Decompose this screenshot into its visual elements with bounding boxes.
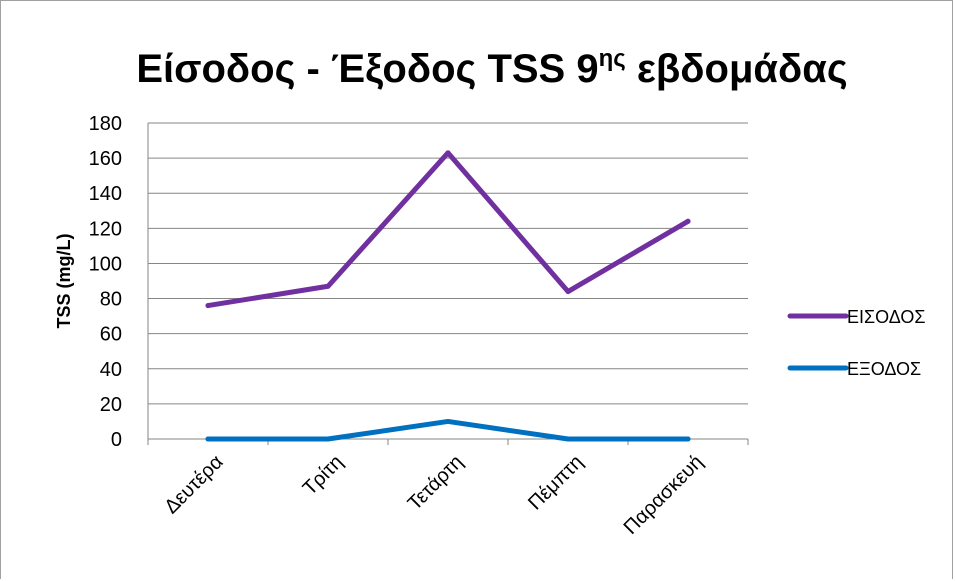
y-tick-label: 120 — [89, 218, 122, 240]
legend-label: ΕΞΟΔΟΣ — [847, 359, 921, 379]
data-point — [685, 218, 691, 224]
data-point — [325, 436, 331, 442]
series-line-0 — [205, 150, 691, 309]
x-tick-label: Πέμπτη — [524, 451, 587, 514]
x-tick-label: Τετάρτη — [404, 451, 468, 515]
x-tick-label: Δευτέρα — [160, 451, 227, 518]
y-tick-label: 100 — [89, 253, 122, 275]
data-point — [445, 418, 451, 424]
legend-label: ΕΙΣΟΔΟΣ — [847, 307, 926, 327]
y-axis-label: TSS (mg/L) — [54, 234, 74, 329]
y-tick-label: 40 — [100, 359, 122, 381]
legend: ΕΙΣΟΔΟΣ ΕΞΟΔΟΣ — [787, 307, 926, 379]
data-point — [325, 283, 331, 289]
x-tick-label: Παρασκευή — [620, 451, 708, 539]
y-tick-label: 180 — [89, 113, 122, 135]
y-tick-label: 20 — [100, 394, 122, 416]
data-point — [685, 436, 691, 442]
y-tick-label: 60 — [100, 324, 122, 346]
series-lines — [205, 150, 691, 442]
data-point — [565, 436, 571, 442]
y-tick-labels: 0 20 40 60 80 100 120 140 160 180 — [89, 113, 122, 451]
y-tick-label: 80 — [100, 289, 122, 311]
y-tick-label: 160 — [89, 148, 122, 170]
gridlines — [147, 122, 749, 445]
data-point — [565, 289, 571, 295]
data-point — [205, 303, 211, 309]
data-point — [205, 436, 211, 442]
series-line-1 — [205, 418, 691, 442]
y-tick-label: 0 — [111, 429, 122, 451]
x-tick-labels: Δευτέρα Τρίτη Τετάρτη Πέμπτη Παρασκευή — [160, 451, 707, 539]
data-point — [445, 150, 451, 156]
y-tick-label: 140 — [89, 183, 122, 205]
chart-title: Είσοδος - Έξοδος TSS 9ης εβδομάδας — [136, 45, 847, 91]
x-tick-label: Τρίτη — [299, 451, 348, 500]
